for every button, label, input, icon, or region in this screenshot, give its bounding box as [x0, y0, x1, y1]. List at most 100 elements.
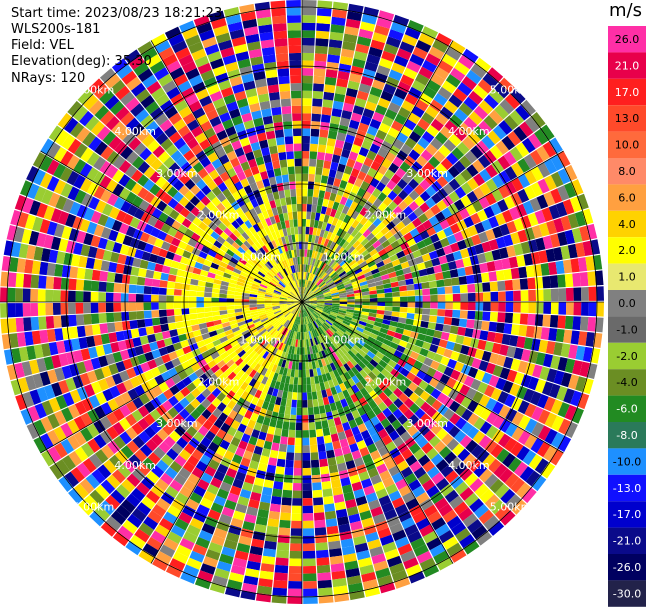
range-gate [235, 51, 250, 62]
range-gate [338, 270, 347, 278]
range-gate [393, 264, 403, 272]
range-gate [388, 430, 400, 441]
range-gate [259, 247, 267, 256]
range-gate [339, 55, 353, 66]
range-gate [228, 460, 240, 472]
range-gate [292, 272, 297, 281]
range-gate [295, 288, 299, 296]
range-gate [97, 378, 109, 392]
range-gate [99, 430, 113, 445]
range-gate [198, 530, 213, 542]
range-gate [287, 295, 296, 300]
range-gate [406, 237, 417, 247]
range-gate [319, 213, 326, 222]
range-gate [377, 527, 392, 539]
range-gate [320, 237, 327, 246]
range-gate [422, 308, 431, 315]
range-gate [215, 269, 225, 277]
range-gate [284, 360, 290, 369]
range-gate [125, 151, 139, 165]
range-gate [323, 160, 332, 169]
range-gate [509, 110, 525, 126]
range-gate [269, 200, 277, 209]
range-gate [100, 227, 112, 240]
range-gate [395, 327, 405, 335]
range-gate [328, 327, 336, 334]
range-gate [515, 142, 530, 158]
range-gate [78, 255, 88, 268]
range-gate [322, 230, 329, 239]
range-gate [272, 321, 280, 328]
range-gate [158, 381, 170, 393]
range-gate [350, 347, 359, 356]
range-gate [80, 348, 91, 361]
range-gate [46, 142, 61, 159]
range-gate [466, 190, 479, 204]
range-gate [338, 124, 349, 135]
range-gate [550, 302, 559, 315]
range-gate [302, 505, 314, 514]
range-gate [61, 134, 76, 150]
range-gate [450, 475, 464, 490]
range-gate [288, 274, 293, 282]
range-gate [253, 380, 261, 390]
range-gate [167, 174, 179, 186]
range-gate [421, 26, 439, 40]
range-gate [298, 241, 302, 250]
range-gate [411, 270, 421, 279]
range-gate [288, 322, 293, 330]
range-gate [231, 384, 240, 394]
range-gate [426, 243, 436, 253]
range-gate [381, 452, 393, 464]
range-gate [136, 319, 146, 328]
range-gate [264, 393, 272, 403]
range-gate [256, 398, 265, 408]
range-gate [342, 421, 351, 432]
range-gate [388, 392, 399, 403]
range-gate [264, 298, 272, 301]
range-gate [169, 209, 180, 220]
range-gate [43, 205, 55, 221]
range-gate [276, 389, 284, 399]
range-gate [249, 309, 258, 313]
range-gate [297, 309, 301, 317]
range-gate [473, 84, 489, 100]
range-gate [306, 377, 311, 385]
range-gate [391, 216, 402, 226]
range-gate [437, 287, 446, 295]
range-gate [172, 179, 185, 191]
range-gate [135, 302, 144, 311]
range-gate [104, 216, 116, 229]
range-gate [331, 9, 347, 19]
range-gate [443, 139, 457, 152]
range-gate [99, 270, 108, 282]
range-gate [151, 33, 168, 47]
range-gate [131, 508, 147, 522]
range-gate [342, 278, 351, 284]
ppi-scan-plot: 1.00km2.00km3.00km4.00km5.00km1.00km2.00… [0, 0, 604, 604]
range-gate [315, 166, 323, 176]
range-gate [317, 269, 323, 277]
range-gate [306, 346, 311, 355]
range-gate [60, 150, 74, 167]
range-gate [223, 252, 233, 261]
range-gate [402, 34, 418, 47]
range-gate [331, 294, 340, 298]
range-gate [147, 139, 160, 153]
range-gate [499, 223, 510, 236]
range-gate [242, 521, 255, 531]
range-gate [551, 432, 565, 449]
range-gate [353, 194, 362, 204]
range-gate [206, 109, 219, 121]
range-gate [86, 370, 98, 384]
range-gate [465, 203, 477, 216]
range-gate [70, 467, 85, 483]
range-gate [534, 378, 547, 394]
range-gate [404, 27, 421, 40]
range-gate [349, 201, 359, 211]
range-gate [347, 216, 356, 226]
range-gate [326, 279, 334, 286]
range-gate [286, 313, 293, 320]
range-gate [314, 360, 320, 369]
range-gate [409, 53, 425, 67]
